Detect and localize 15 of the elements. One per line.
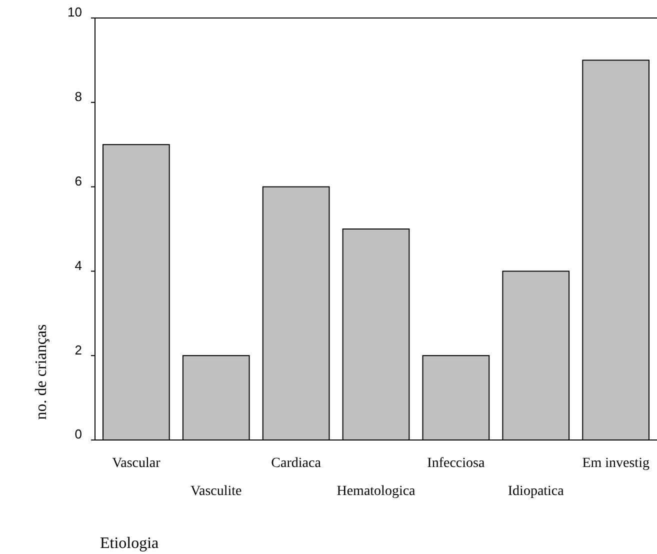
x-tick-label: Idiopatica xyxy=(508,484,565,499)
y-tick-label: 8 xyxy=(74,89,82,104)
x-tick-label: Cardiaca xyxy=(271,456,322,471)
y-tick-label: 10 xyxy=(68,4,82,20)
x-tick-label: Em investig xyxy=(582,456,650,471)
y-axis-title: no. de crianças xyxy=(33,324,50,420)
x-tick-label: Vascular xyxy=(112,456,161,471)
x-tick-label: Infecciosa xyxy=(427,456,486,471)
y-tick-label: 2 xyxy=(74,342,82,358)
x-axis-title: Etiologia xyxy=(100,535,159,552)
y-tick-label: 4 xyxy=(74,258,82,273)
x-tick-label: Hematologica xyxy=(336,484,416,499)
y-tick-label: 0 xyxy=(74,426,82,442)
y-tick-label: 6 xyxy=(74,174,82,188)
x-tick-label: Vasculite xyxy=(190,484,242,499)
